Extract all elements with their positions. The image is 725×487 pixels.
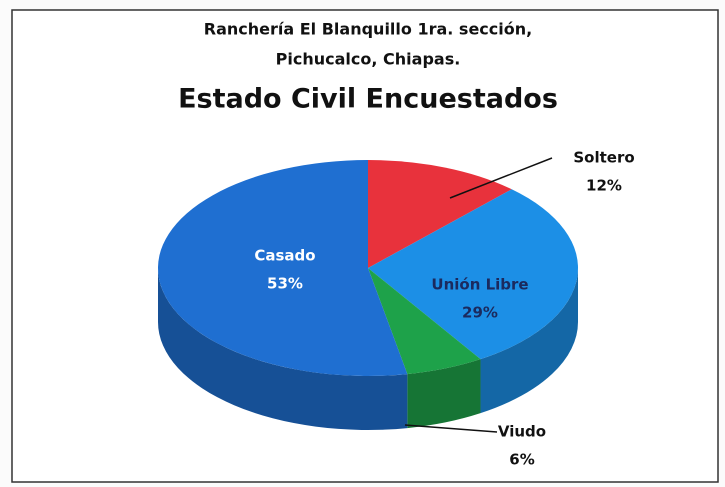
chart-subtitle: Pichucalco, Chiapas. <box>276 50 461 69</box>
chart-subtitle: Ranchería El Blanquillo 1ra. sección, <box>204 20 532 39</box>
leader-line <box>404 424 498 433</box>
slice-value-label: 53% <box>267 275 303 293</box>
slice-label: Unión Libre <box>431 276 528 294</box>
slice-label: Viudo <box>498 423 546 441</box>
chart-title: Estado Civil Encuestados <box>178 84 558 115</box>
leader-line <box>449 157 553 199</box>
slice-label: Casado <box>254 247 315 265</box>
slice-side <box>480 268 578 414</box>
slice <box>158 160 408 376</box>
slice <box>368 189 578 360</box>
slice-side <box>407 359 481 429</box>
slice-value-label: 6% <box>509 451 534 469</box>
slice-side <box>158 268 408 431</box>
slice-label: Soltero <box>573 149 634 167</box>
slice-value-label: 29% <box>462 304 498 322</box>
slice-value-label: 12% <box>586 177 622 195</box>
slice <box>368 160 512 268</box>
slice <box>368 268 481 375</box>
